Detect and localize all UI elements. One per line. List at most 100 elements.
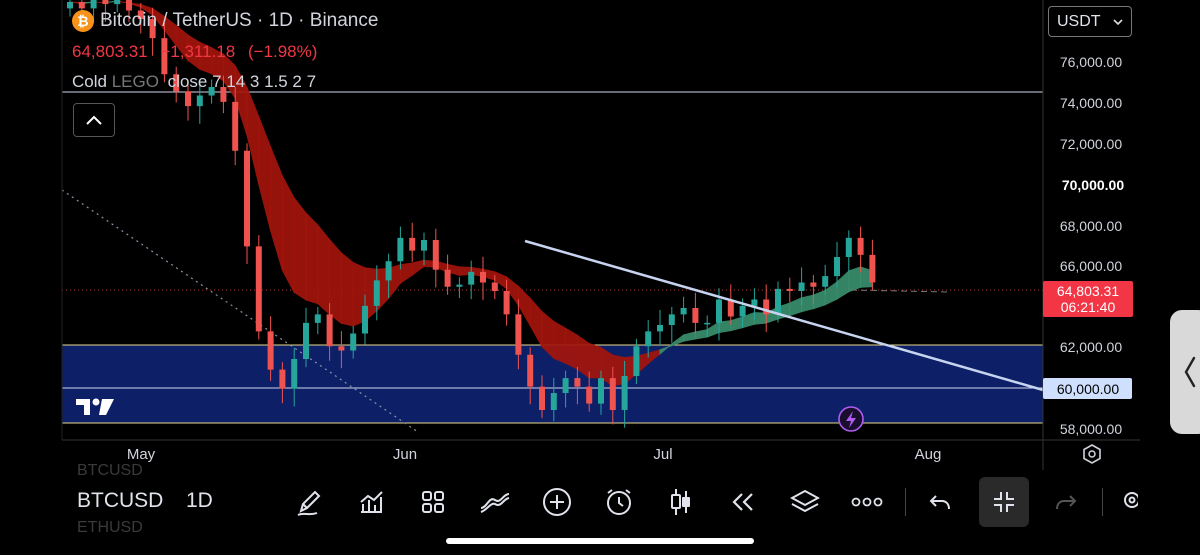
candle-body — [444, 269, 451, 287]
candle-body — [350, 333, 357, 351]
ribbon-segment — [529, 297, 543, 349]
ribbon-segment — [789, 297, 803, 317]
candle-body — [609, 378, 616, 410]
candle-body — [291, 359, 298, 389]
candle-body — [550, 393, 557, 410]
replay-icon[interactable] — [721, 480, 765, 524]
ghost-symbol-prev: BTCUSD — [77, 462, 143, 479]
candle-body — [137, 10, 144, 19]
candle-body — [515, 314, 522, 355]
alarm-icon[interactable] — [597, 480, 641, 524]
descending-trendline[interactable] — [524, 239, 1044, 392]
indicator-legend[interactable]: Cold LEGO close 7 14 3 1.5 2 7 — [72, 72, 320, 92]
candle-body — [574, 378, 581, 387]
grid-icon[interactable] — [411, 480, 455, 524]
candle-body — [680, 308, 687, 315]
ribbon-segment — [258, 116, 272, 231]
ribbon-segment — [753, 312, 767, 325]
candle-body — [244, 150, 250, 247]
symbol-legend[interactable]: ₿ Bitcoin / TetherUS · 1D · Binance — [72, 10, 378, 32]
layers-icon[interactable] — [783, 480, 827, 524]
candle-body — [491, 282, 498, 291]
candle-body — [409, 237, 416, 251]
ribbon-segment — [671, 333, 685, 347]
side-panel-handle[interactable] — [1170, 310, 1200, 434]
ribbon-segment — [801, 294, 814, 313]
time-axis[interactable]: May Jun Jul Aug — [127, 446, 942, 463]
add-icon[interactable] — [535, 480, 579, 524]
ribbon-segment — [305, 211, 319, 305]
pen-icon[interactable] — [287, 480, 331, 524]
candle-body — [126, 0, 132, 11]
candle-body — [751, 299, 758, 306]
bar-countdown: 06:21:40 — [1061, 299, 1116, 315]
redo-icon[interactable] — [1044, 480, 1088, 524]
price-tick: 70,000.00 — [1062, 177, 1124, 193]
home-indicator — [446, 538, 754, 544]
settings-hexagon-icon[interactable] — [1083, 444, 1101, 464]
currency-value: USDT — [1057, 12, 1101, 30]
bitcoin-icon: ₿ — [72, 10, 94, 32]
last-price-value: 64,803.31 — [1057, 283, 1119, 299]
candle-body — [598, 378, 604, 404]
chevron-left-icon — [1184, 356, 1196, 388]
symbol-selector[interactable]: BTCUSD — [77, 489, 164, 512]
indicators-icon[interactable] — [473, 480, 517, 524]
candles-icon[interactable] — [659, 480, 703, 524]
indicator-name-muted: LEGO — [111, 72, 159, 91]
more-icon[interactable] — [845, 480, 889, 524]
ghost-symbol-next: ETHUSD — [77, 519, 143, 536]
timeframe-selector[interactable]: 1D — [186, 489, 213, 512]
candle-body — [869, 254, 876, 283]
chevron-down-icon — [1113, 18, 1123, 25]
time-tick: Aug — [915, 446, 942, 463]
ribbon-segment — [553, 320, 567, 364]
ribbon-segment — [329, 238, 342, 325]
candle-body — [114, 0, 121, 5]
candle-body — [303, 322, 309, 359]
candle-body — [385, 261, 392, 281]
ribbon-segment — [399, 262, 413, 285]
projection-line — [850, 289, 951, 293]
candle-body — [173, 74, 180, 92]
candle-body — [621, 376, 628, 410]
settings-icon[interactable] — [1112, 480, 1142, 524]
collapse-legend-button[interactable] — [73, 103, 115, 137]
candle-body — [704, 322, 711, 325]
candle-body — [822, 276, 829, 287]
ribbon-segment — [848, 266, 862, 293]
ribbon-segment — [694, 329, 708, 340]
candle-body — [208, 87, 215, 96]
candle-body — [397, 237, 404, 262]
level-label-text: 60,000.00 — [1057, 381, 1119, 397]
toolbar-divider — [1102, 488, 1103, 516]
undo-icon[interactable] — [918, 480, 962, 524]
symbol-title[interactable]: Bitcoin / TetherUS · 1D · Binance — [100, 10, 379, 31]
lightning-icon[interactable] — [838, 406, 864, 432]
price-tick: 68,000.00 — [1060, 218, 1122, 234]
candle-body — [362, 305, 368, 334]
ribbon-segment — [588, 342, 602, 379]
chart-bars-icon[interactable] — [349, 480, 393, 524]
candle-body — [90, 0, 97, 9]
price-axis[interactable]: 76,000.00 74,000.00 72,000.00 70,000.00 … — [1043, 54, 1133, 437]
candle-body — [633, 346, 640, 376]
price-tick: 62,000.00 — [1060, 339, 1122, 355]
candle-body — [645, 331, 652, 347]
ribbon-segment — [317, 223, 331, 316]
indicator-name: Cold — [72, 72, 112, 91]
candle-body — [775, 288, 781, 315]
ribbon-segment — [340, 251, 354, 327]
price-tick: 76,000.00 — [1060, 54, 1122, 70]
time-tick: May — [127, 446, 156, 463]
price-change-pct: (−1.98%) — [247, 42, 318, 61]
price-chart[interactable]: 76,000.00 74,000.00 72,000.00 70,000.00 … — [0, 0, 1200, 470]
candle-body — [562, 378, 569, 393]
candle-body — [432, 240, 439, 270]
candle-body — [185, 91, 191, 107]
candle-body — [586, 386, 593, 404]
candle-body — [480, 271, 486, 283]
currency-select[interactable]: USDT — [1048, 6, 1132, 37]
price-legend: 64,803.31 −1,311.18 (−1.98%) — [72, 42, 325, 62]
collapse-icon[interactable] — [979, 477, 1029, 527]
